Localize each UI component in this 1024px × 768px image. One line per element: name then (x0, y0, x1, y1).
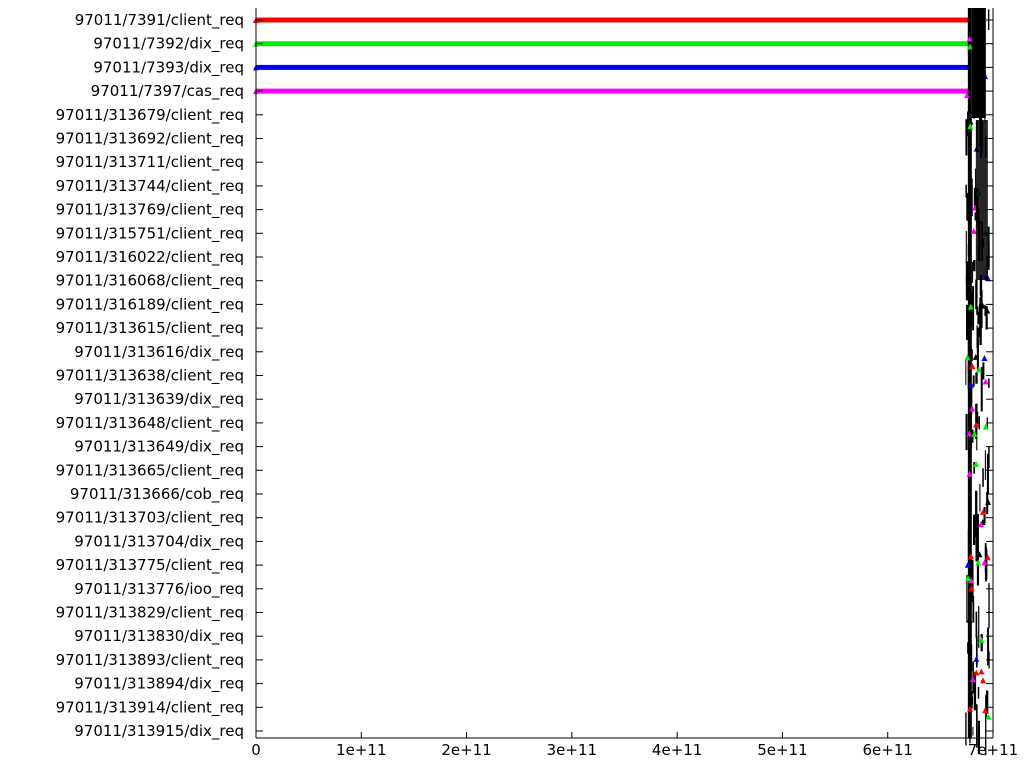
y-tick-label: 97011/313775/client_req (56, 556, 244, 575)
event-marker (978, 668, 985, 675)
x-tick-label: 2e+11 (441, 741, 491, 759)
event-marker (967, 118, 974, 125)
y-tick-label: 97011/316068/client_req (56, 272, 244, 291)
event-marker (979, 302, 986, 309)
event-cluster-top (971, 8, 986, 118)
event-marker (980, 508, 987, 515)
y-tick-label: 97011/313893/client_req (56, 651, 244, 670)
y-tick-label: 97011/313829/client_req (56, 604, 244, 623)
x-tick-label: 3e+11 (547, 741, 597, 759)
y-tick-label: 97011/316022/client_req (56, 248, 244, 267)
x-tick-label: 6e+11 (862, 741, 912, 759)
event-cluster-mid (975, 120, 988, 280)
event-marker (984, 554, 991, 561)
y-tick-label: 97011/313692/client_req (56, 130, 244, 149)
event-cluster (963, 8, 992, 756)
series-bar (256, 88, 970, 94)
series-bars (253, 17, 970, 95)
event-marker (964, 561, 971, 568)
x-tick-label: 1e+11 (336, 741, 386, 759)
x-tick-label: 4e+11 (652, 741, 702, 759)
event-marker (967, 553, 974, 560)
event-marker (972, 353, 979, 360)
y-tick-label: 97011/313711/client_req (56, 153, 244, 172)
event-marker (971, 430, 978, 437)
y-tick-label: 97011/7393/dix_req (93, 58, 244, 77)
y-tick-label: 97011/313666/cob_req (70, 485, 244, 504)
axis-frame (255, 8, 994, 739)
event-marker (973, 655, 980, 662)
y-tick-label: 97011/315751/client_req (56, 224, 244, 243)
event-marker (968, 577, 975, 584)
event-marker (973, 669, 980, 676)
event-marker (979, 677, 986, 684)
event-marker (973, 460, 980, 467)
event-marker (966, 470, 973, 477)
y-axis-labels: 97011/7391/client_req 97011/7392/dix_req 9… (56, 11, 244, 741)
event-marker (966, 616, 973, 623)
event-marker (963, 92, 970, 99)
event-marker (966, 430, 973, 437)
event-marker (975, 559, 982, 566)
event-marker (981, 559, 988, 566)
event-marker (967, 303, 974, 310)
event-marker (977, 521, 984, 528)
y-tick-label: 97011/313638/client_req (56, 367, 244, 386)
y-tick-label: 97011/313914/client_req (56, 698, 244, 717)
event-marker (966, 43, 973, 50)
event-marker (969, 676, 976, 683)
event-marker (969, 405, 976, 412)
y-tick-label: 97011/313615/client_req (56, 319, 244, 338)
y-tick-label: 97011/313704/dix_req (74, 532, 244, 551)
series-bar (256, 64, 970, 70)
event-marker (968, 584, 975, 591)
event-marker (975, 366, 982, 373)
event-marker (967, 705, 974, 712)
series-bar (256, 41, 970, 47)
y-tick-label: 97011/313703/client_req (56, 509, 244, 528)
event-marker (984, 307, 991, 314)
y-tick-label: 97011/7391/client_req (75, 11, 244, 30)
event-marker (981, 354, 988, 361)
x-tick-label: 0 (251, 741, 261, 759)
y-tick-label: 97011/313649/dix_req (74, 438, 244, 457)
y-tick-label: 97011/313744/client_req (56, 177, 244, 196)
y-tick-label: 97011/7392/dix_req (93, 35, 244, 54)
y-tick-label: 97011/313679/client_req (56, 106, 244, 125)
y-tick-label: 97011/7397/cas_req (91, 82, 244, 101)
event-marker (985, 498, 992, 505)
event-marker (976, 551, 983, 558)
y-tick-label: 97011/313665/client_req (56, 461, 244, 480)
y-tick-label: 97011/313915/dix_req (74, 722, 244, 741)
series-bar (256, 17, 970, 23)
y-tick-label: 97011/313894/dix_req (74, 675, 244, 694)
event-marker (967, 123, 974, 130)
event-marker (967, 381, 974, 388)
x-tick-label: 5e+11 (757, 741, 807, 759)
x-axis-ticks: 0 1e+11 2e+11 3e+11 4e+11 5e+11 6e+11 7e+11 (251, 732, 1018, 759)
event-marker (973, 421, 980, 428)
event-marker (985, 713, 992, 720)
event-marker (969, 363, 976, 370)
event-marker (982, 423, 989, 430)
event-marker (978, 636, 985, 643)
y-tick-label: 97011/316189/client_req (56, 295, 244, 314)
event-marker (970, 227, 977, 234)
y-tick-label: 97011/313769/client_req (56, 201, 244, 220)
event-cluster-bar (967, 8, 972, 738)
axes (255, 8, 994, 739)
event-marker (982, 707, 989, 714)
event-marker (966, 35, 973, 42)
event-marker (982, 378, 989, 385)
y-tick-label: 97011/313648/client_req (56, 414, 244, 433)
x-tick-label: 7e+11 (968, 741, 1018, 759)
event-marker (964, 354, 971, 361)
event-marker (965, 575, 972, 582)
y-tick-label: 97011/313776/ioo_req (74, 580, 244, 599)
y-tick-label: 97011/313830/dix_req (74, 627, 244, 646)
y-tick-label: 97011/313639/dix_req (74, 390, 244, 409)
y-tick-label: 97011/313616/dix_req (74, 343, 244, 362)
